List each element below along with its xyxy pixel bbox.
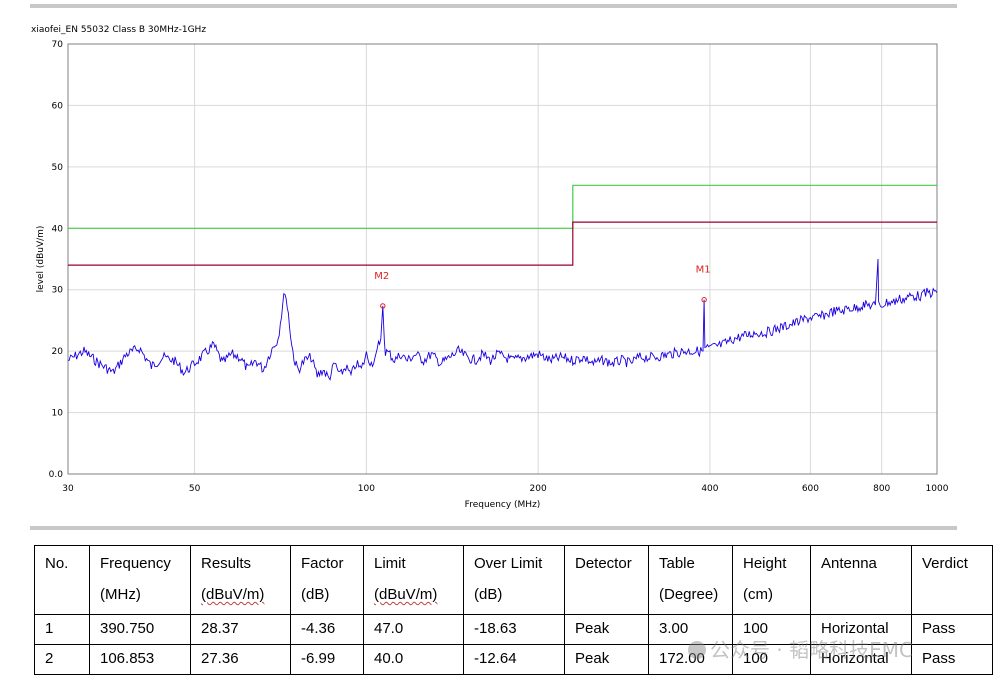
cell-results: 27.36	[190, 644, 291, 675]
cell-verdict: Pass	[911, 614, 993, 645]
y-axis-label: level (dBuV/m)	[36, 226, 46, 293]
x-tick-label: 800	[873, 484, 890, 494]
marker-label: M1	[696, 265, 711, 276]
table-row: 1 390.750 28.37 -4.36 47.0 -18.63 Peak 3…	[34, 614, 993, 645]
watermark: 公众号 · 韬略科技EMC	[688, 634, 913, 663]
cell-limit: 47.0	[363, 614, 464, 645]
x-tick-label: 30	[62, 484, 74, 494]
cell-verdict: Pass	[911, 644, 993, 675]
y-tick-label: 40	[52, 224, 64, 234]
cell-factor: -4.36	[290, 614, 364, 645]
header-limit: Limit (dBuV/m)	[363, 545, 464, 615]
header-over-limit: Over Limit (dB)	[463, 545, 565, 615]
x-tick-label: 200	[530, 484, 547, 494]
plot-frame	[67, 43, 938, 475]
y-tick-label: 20	[52, 347, 64, 357]
cell-over-limit: -12.64	[463, 644, 565, 675]
cell-no: 1	[34, 614, 90, 645]
header-no: No.	[34, 545, 90, 615]
x-tick-label: 50	[189, 484, 201, 494]
measured-emission-line	[68, 258, 938, 381]
x-tick-label: 400	[701, 484, 718, 494]
y-tick-label: 70	[52, 40, 64, 50]
y-tick-label: 50	[52, 163, 64, 173]
table-header-row: No. Frequency (MHz) Results (dBuV/m) Facto…	[34, 545, 993, 615]
class-b-limit-line	[68, 184, 937, 229]
limit-line	[68, 221, 937, 266]
header-frequency: Frequency (MHz)	[89, 545, 191, 615]
header-height: Height (cm)	[732, 545, 811, 615]
cell-no: 2	[34, 644, 90, 675]
y-tick-label: 30	[52, 286, 64, 296]
cell-antenna: Horizontal	[810, 644, 912, 675]
plot-area	[68, 44, 937, 474]
marker-point	[380, 303, 386, 309]
cell-factor: -6.99	[290, 644, 364, 675]
y-tick-label: 60	[52, 101, 64, 111]
table-row: 2 106.853 27.36 -6.99 40.0 -12.64 Peak 1…	[34, 644, 993, 675]
y-tick-label: 10	[52, 409, 64, 419]
x-tick-label: 100	[358, 484, 375, 494]
marker-label: M2	[374, 271, 389, 282]
top-divider	[30, 4, 957, 8]
header-verdict: Verdict	[911, 545, 993, 615]
x-axis-label: Frequency (MHz)	[465, 500, 541, 510]
results-table: No. Frequency (MHz) Results (dBuV/m) Facto…	[34, 545, 993, 675]
cell-detector: Peak	[564, 614, 649, 645]
cell-detector: Peak	[564, 644, 649, 675]
header-factor: Factor (dB)	[290, 545, 364, 615]
y-tick-label: 0.0	[49, 470, 64, 480]
marker-point	[701, 297, 707, 303]
cell-table: 3.00	[648, 614, 733, 645]
chart-title: xiaofei_EN 55032 Class B 30MHz-1GHz	[31, 25, 207, 35]
x-tick-label: 1000	[926, 484, 949, 494]
cell-table: 172.00	[648, 644, 733, 675]
cell-limit: 40.0	[363, 644, 464, 675]
header-detector: Detector	[564, 545, 649, 615]
cell-over-limit: -18.63	[463, 614, 565, 645]
middle-divider	[30, 526, 957, 530]
cell-frequency: 106.853	[89, 644, 191, 675]
x-tick-label: 600	[802, 484, 819, 494]
header-antenna: Antenna	[810, 545, 912, 615]
header-table: Table (Degree)	[648, 545, 733, 615]
emission-chart: 30 50 100 200 400 600 800 1000 0.0 10 20 30 40 50 60 70…	[36, 40, 949, 510]
header-results: Results (dBuV/m)	[190, 545, 291, 615]
wechat-icon	[688, 641, 706, 659]
cell-results: 28.37	[190, 614, 291, 645]
cell-frequency: 390.750	[89, 614, 191, 645]
